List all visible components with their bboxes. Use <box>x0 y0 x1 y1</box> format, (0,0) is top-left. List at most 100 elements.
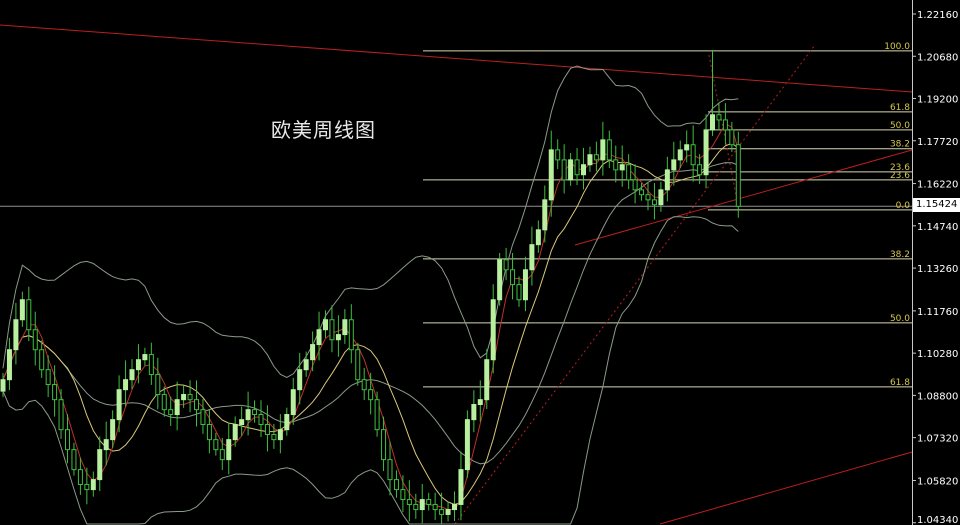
candle-body <box>342 319 348 336</box>
candle-body <box>529 244 535 271</box>
fib-label: 38.2 <box>890 140 910 150</box>
candle-body <box>716 114 722 121</box>
candle-body <box>458 469 464 505</box>
candle-body <box>155 374 161 396</box>
candle-body <box>516 284 522 301</box>
candle-body <box>555 149 561 161</box>
fib-label: 23.6 <box>890 163 910 173</box>
fib-label: 100.0 <box>884 42 910 52</box>
candle-body <box>323 319 328 331</box>
candle-body <box>374 399 380 431</box>
chart-title: 欧美周线图 <box>271 118 376 142</box>
price-axis-label: 1.19200 <box>917 95 958 106</box>
candle-body <box>84 483 90 491</box>
candle-body <box>639 189 645 196</box>
candle-body <box>129 369 135 381</box>
candle-body <box>239 419 245 426</box>
candle-body <box>581 164 586 176</box>
price-axis-label: 1.10280 <box>917 349 958 360</box>
candle-body <box>387 459 393 481</box>
ma-slow-line <box>2 142 739 506</box>
candle-body <box>684 144 690 151</box>
candle-body <box>464 419 470 471</box>
candle-body <box>103 439 109 451</box>
candle-body <box>174 399 180 416</box>
candle-body <box>535 229 541 246</box>
candle-body <box>490 299 496 361</box>
candle-body <box>187 394 193 401</box>
candle-body <box>393 479 399 491</box>
candle-body <box>632 179 638 191</box>
fib-label: 50.0 <box>890 314 910 324</box>
price-axis-label: 1.17720 <box>917 137 958 148</box>
candle-body <box>110 419 116 441</box>
price-axis-label: 1.05820 <box>917 476 958 487</box>
candle-body <box>277 429 283 441</box>
candle-body <box>264 424 270 436</box>
price-axis-label: 1.08800 <box>917 391 958 402</box>
bollinger-lower <box>2 216 739 525</box>
candle-body <box>65 429 70 451</box>
candle-body <box>587 154 593 166</box>
candle-body <box>452 503 457 511</box>
candle-body <box>206 424 212 441</box>
candle-body <box>6 349 12 381</box>
candle-body <box>45 369 51 386</box>
candle-body <box>606 139 612 161</box>
candle-body <box>335 334 341 341</box>
candle-body <box>219 449 225 461</box>
fib-label: 38.2 <box>890 250 910 260</box>
candle-body <box>477 399 483 406</box>
candle-body <box>697 164 703 176</box>
support-trendline <box>574 149 913 246</box>
candle-body <box>671 159 677 171</box>
candle-body <box>303 359 309 371</box>
price-axis-bg <box>912 0 960 525</box>
candle-body <box>200 409 206 426</box>
price-axis-label: 1.16220 <box>917 180 958 191</box>
candle-body <box>593 154 599 161</box>
candle-body <box>290 389 296 416</box>
candle-body <box>284 414 290 431</box>
candle-body <box>439 509 445 515</box>
candle-body <box>542 199 548 231</box>
price-axis-label: 1.11760 <box>917 307 958 318</box>
candle-body <box>181 394 187 401</box>
candle-body <box>316 329 322 346</box>
candle-body <box>19 299 25 321</box>
candle-body <box>600 139 606 161</box>
candle-body <box>213 439 219 451</box>
candle-body <box>677 149 683 161</box>
candle-body <box>310 344 316 361</box>
candle-body <box>426 499 432 505</box>
fib-label: 61.8 <box>890 103 910 113</box>
candle-body <box>484 359 490 401</box>
candle-body <box>574 159 580 176</box>
candle-body <box>232 424 238 441</box>
candle-body <box>90 479 96 491</box>
fib-label: 61.8 <box>890 378 910 388</box>
candle-body <box>52 384 58 401</box>
candle-body <box>58 399 64 431</box>
candle-body <box>471 404 477 421</box>
candle-body <box>252 409 258 416</box>
candle-body <box>32 329 38 351</box>
candle-body <box>548 149 554 201</box>
candle-body <box>722 119 728 131</box>
dotted-trendline <box>454 44 816 525</box>
candle-body <box>651 199 657 206</box>
candle-body <box>568 159 574 181</box>
candle-body <box>400 489 406 501</box>
candle-body <box>97 449 103 481</box>
fib-label: 50.0 <box>890 121 910 131</box>
candle-body <box>26 299 32 331</box>
candle-body <box>735 144 741 207</box>
candle-body <box>329 319 335 341</box>
candle-body <box>368 389 374 401</box>
price-axis-label: 1.22160 <box>917 10 958 21</box>
candle-body <box>39 349 45 371</box>
candle-body <box>258 414 264 426</box>
candle-body <box>226 439 232 461</box>
